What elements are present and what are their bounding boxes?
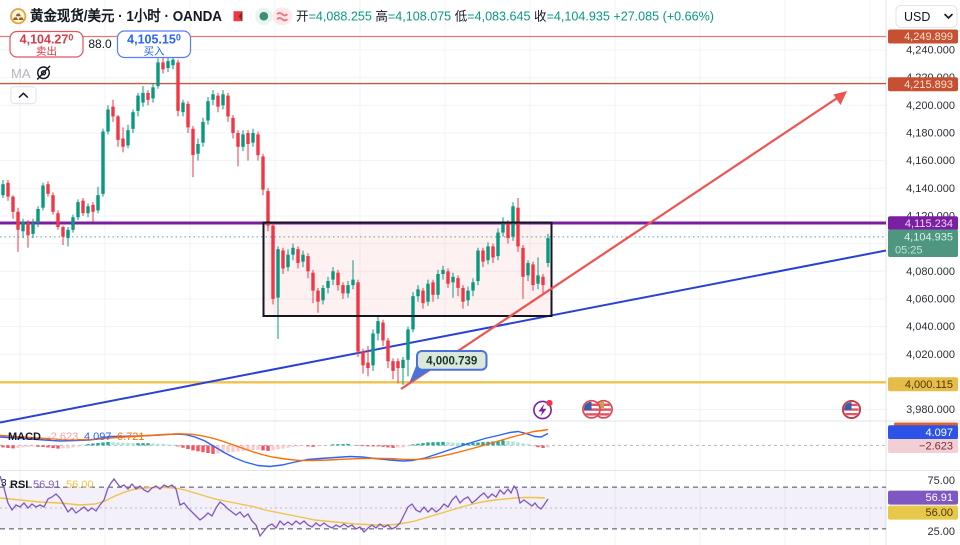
svg-text:4,215.893: 4,215.893	[904, 79, 953, 91]
svg-text:56.00: 56.00	[925, 507, 953, 519]
svg-text:88.0: 88.0	[88, 37, 112, 51]
svg-text:4,104.270: 4,104.270	[20, 33, 74, 47]
svg-text:56.91: 56.91	[33, 479, 61, 491]
svg-text:MA: MA	[11, 66, 31, 81]
svg-text:4,000.115: 4,000.115	[905, 379, 953, 391]
svg-text:56.00: 56.00	[66, 479, 94, 491]
svg-text:−2.623: −2.623	[919, 441, 953, 453]
svg-text:4,105.150: 4,105.150	[127, 33, 181, 47]
svg-text:4,060.000: 4,060.000	[906, 293, 955, 305]
svg-text:买入: 买入	[144, 46, 165, 58]
svg-text:56.91: 56.91	[925, 492, 953, 504]
svg-text:4,115.234: 4,115.234	[905, 218, 953, 230]
svg-text:4,104.935: 4,104.935	[904, 232, 953, 244]
svg-text:4,240.000: 4,240.000	[906, 45, 955, 57]
svg-text:3,980.000: 3,980.000	[906, 404, 955, 416]
svg-text:4,020.000: 4,020.000	[906, 349, 955, 361]
svg-text:4,180.000: 4,180.000	[906, 128, 955, 140]
svg-text:4.097: 4.097	[925, 427, 953, 439]
svg-text:开=4,088.255 高=4,108.075 低=4,: 开=4,088.255 高=4,108.075 低=4,083.645 收=4,…	[296, 9, 714, 24]
svg-text:MACD: MACD	[8, 431, 41, 443]
svg-text:25.00: 25.00	[927, 526, 955, 538]
svg-text:4,200.000: 4,200.000	[906, 100, 955, 112]
svg-text:4,040.000: 4,040.000	[906, 321, 955, 333]
svg-text:4,000.739: 4,000.739	[426, 356, 477, 368]
svg-text:USD: USD	[904, 10, 930, 24]
svg-text:4,080.000: 4,080.000	[906, 266, 955, 278]
svg-text:4.097: 4.097	[84, 431, 112, 443]
svg-text:6.721: 6.721	[117, 431, 145, 443]
svg-text:05:25: 05:25	[895, 245, 923, 257]
svg-text:4,140.000: 4,140.000	[906, 183, 955, 195]
svg-text:4,160.000: 4,160.000	[906, 155, 955, 167]
svg-text:黄金现货/美元 · 1小时 · OANDA: 黄金现货/美元 · 1小时 · OANDA	[30, 7, 222, 25]
svg-text:-2.623: -2.623	[47, 431, 78, 443]
svg-text:3: 3	[1, 478, 7, 489]
svg-text:4,249.899: 4,249.899	[904, 31, 953, 43]
svg-text:75.00: 75.00	[927, 475, 955, 487]
svg-text:RSI: RSI	[10, 479, 28, 491]
svg-text:卖出: 卖出	[36, 45, 57, 58]
